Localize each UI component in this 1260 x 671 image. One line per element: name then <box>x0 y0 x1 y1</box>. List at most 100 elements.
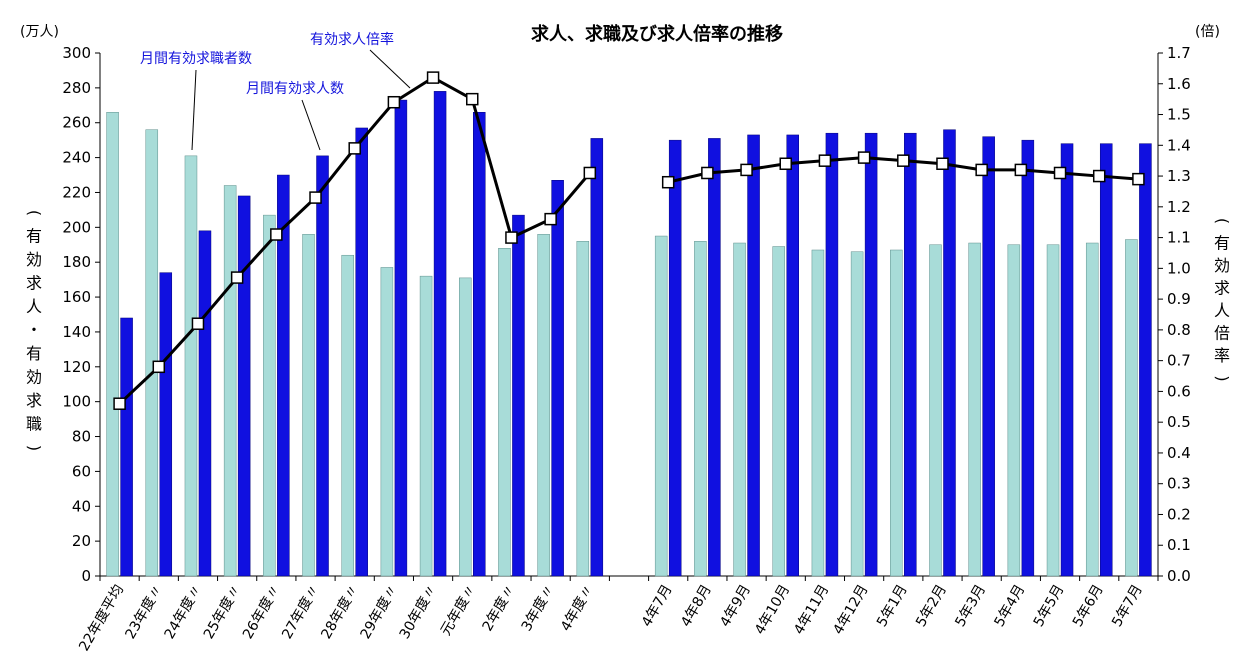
right-tick-label: 1.5 <box>1167 106 1191 124</box>
x-tick-label: 23年度〃 <box>122 582 166 642</box>
axis-label-char: ) <box>1213 375 1232 381</box>
x-tick-label: 4年12月 <box>830 582 871 637</box>
bar-job-openings <box>668 139 682 577</box>
axes: 0 20 40 60 80 100 120 140 160 180 200 220 240 260 280 3… <box>62 44 1191 585</box>
bar-job-openings <box>512 214 525 577</box>
ratio-point <box>975 163 988 177</box>
axis-label-char: ・ <box>26 321 42 340</box>
ratio-point <box>779 157 792 171</box>
left-tick-label: 120 <box>62 358 91 376</box>
ratio-point <box>152 360 166 374</box>
x-tick-label: 28年度〃 <box>318 582 362 642</box>
ratio-point <box>309 191 322 204</box>
bar-job-seekers <box>929 244 942 577</box>
x-tick-label: 4年度〃 <box>558 582 597 634</box>
bar-job-openings <box>982 136 995 577</box>
axis-label-char: 有 <box>26 227 42 246</box>
leader-line-openings <box>301 99 321 151</box>
left-tick-label: 60 <box>72 462 91 480</box>
x-tick-label: 2年度〃 <box>480 582 519 634</box>
bar-job-openings <box>904 132 917 577</box>
bar-job-seekers <box>498 248 511 577</box>
left-tick-label: 180 <box>62 253 91 271</box>
bar-job-seekers <box>772 246 785 577</box>
chart-title: 求人、求職及び求人倍率の推移 <box>531 23 783 45</box>
leader-line-seekers <box>191 69 197 151</box>
right-axis-label: (有効求人倍率) <box>1213 218 1232 382</box>
x-tick-label: 4年7月 <box>639 582 676 630</box>
legend-label-openings: 月間有効求人数 <box>246 81 344 97</box>
axis-label-char: 求 <box>26 274 42 293</box>
bar-job-seekers <box>811 249 825 577</box>
left-tick-label: 280 <box>62 79 91 97</box>
x-tick-label: 元年度〃 <box>438 582 480 638</box>
bar-job-openings <box>277 174 290 577</box>
ratio-point <box>818 154 832 167</box>
x-tick-label: 25年度〃 <box>201 582 245 642</box>
ratio-point <box>1132 172 1145 186</box>
ratio-point <box>1053 166 1067 180</box>
right-tick-label: 1.3 <box>1167 167 1191 185</box>
axis-label-char: ( <box>25 210 44 216</box>
bar-job-seekers <box>1007 244 1021 577</box>
ratio-point <box>544 212 557 226</box>
ratio-point <box>387 95 401 109</box>
axis-label-char: ( <box>1213 218 1232 224</box>
x-tick-label: 29年度〃 <box>358 582 402 642</box>
right-tick-label: 1.7 <box>1167 44 1191 62</box>
bar-job-seekers <box>145 129 159 577</box>
axis-label-char: 人 <box>1214 301 1230 320</box>
ratio-point <box>583 166 597 180</box>
ratio-point <box>857 151 871 164</box>
x-tick-label: 27年度〃 <box>279 582 323 642</box>
bar-job-openings <box>786 134 799 577</box>
ratio-point <box>466 92 479 106</box>
right-tick-label: 1.2 <box>1167 198 1191 216</box>
left-tick-label: 220 <box>62 183 91 201</box>
bar-job-openings <box>1099 143 1113 577</box>
bar-job-openings <box>433 91 447 577</box>
axis-label-char: 職 <box>26 415 42 434</box>
left-tick-label: 160 <box>62 288 91 306</box>
right-tick-label: 0.3 <box>1167 475 1191 493</box>
legend-label-seekers: 月間有効求職者数 <box>140 51 252 67</box>
x-tick-label: 5年2月 <box>913 582 950 630</box>
left-tick-label: 240 <box>62 149 91 167</box>
right-tick-label: 0.9 <box>1167 290 1191 308</box>
ratio-point <box>1092 169 1106 183</box>
x-tick-label: 5年1月 <box>874 582 911 630</box>
right-tick-label: 0.6 <box>1167 382 1191 400</box>
right-tick-label: 1.0 <box>1167 259 1191 277</box>
bars <box>106 91 1152 577</box>
bar-job-seekers <box>968 242 981 577</box>
left-tick-label: 20 <box>72 532 91 550</box>
ratio-point <box>740 163 753 177</box>
bar-job-seekers <box>694 241 707 577</box>
x-tick-label: 30年度〃 <box>397 582 441 642</box>
ratio-point <box>505 231 518 244</box>
ratio-point <box>348 142 361 155</box>
bar-job-openings <box>355 127 368 577</box>
left-tick-label: 80 <box>72 428 91 446</box>
left-axis-unit: (万人) <box>20 24 59 40</box>
x-tick-label: 5年6月 <box>1070 582 1107 630</box>
bar-job-openings <box>316 155 329 577</box>
bar-job-seekers <box>654 235 668 577</box>
bar-job-seekers <box>850 251 864 577</box>
ratio-point <box>426 71 440 84</box>
bar-job-seekers <box>302 234 315 577</box>
bar-job-seekers <box>341 254 354 577</box>
left-tick-label: 300 <box>62 44 91 62</box>
x-tick-label: 5年4月 <box>992 582 1029 630</box>
bar-job-openings <box>747 134 760 577</box>
left-tick-label: 260 <box>62 114 91 132</box>
bar-job-seekers <box>184 155 198 577</box>
bar-job-openings <box>120 317 133 577</box>
left-tick-label: 200 <box>62 218 91 236</box>
bar-job-openings <box>708 138 721 577</box>
x-tick-label: 24年度〃 <box>162 582 206 642</box>
axis-label-char: 有 <box>1214 234 1230 253</box>
axis-label-char: ) <box>25 445 44 451</box>
left-axis-label: (有効求人・有効求職) <box>25 210 44 451</box>
ratio-point <box>897 154 910 167</box>
